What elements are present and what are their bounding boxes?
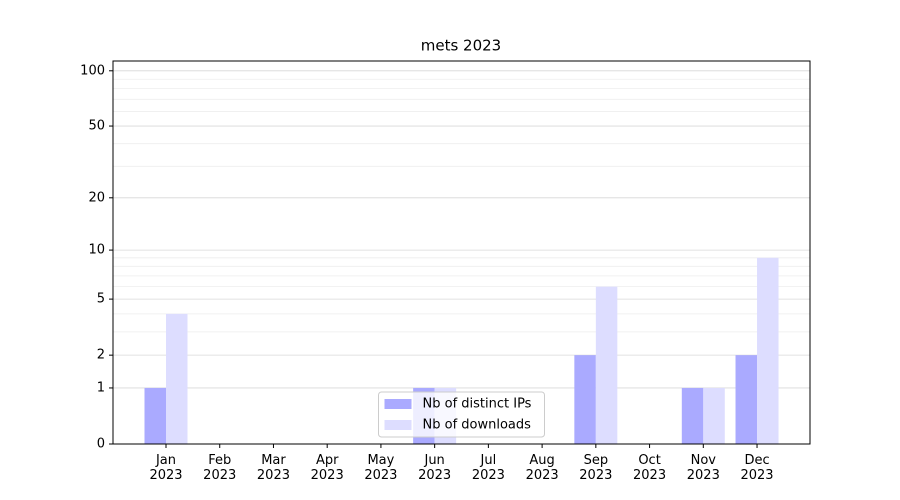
x-tick-label: Aug 2023	[525, 453, 559, 483]
legend-swatch	[384, 420, 412, 430]
y-tick-label: 10	[88, 243, 105, 258]
y-tick-label: 100	[80, 63, 105, 78]
x-tick-label: Jul 2023	[471, 453, 505, 483]
bar	[595, 286, 618, 444]
x-tick-label: Nov 2023	[686, 453, 720, 483]
y-tick-label: 20	[88, 190, 105, 205]
x-tick-label: Dec 2023	[740, 453, 774, 483]
bar	[735, 355, 758, 444]
y-tick-label: 1	[97, 380, 105, 395]
legend-label: Nb of downloads	[423, 418, 532, 433]
legend-swatch	[384, 399, 412, 409]
y-tick-label: 50	[88, 119, 105, 134]
x-tick-label: Mar 2023	[256, 453, 290, 483]
plot-frame	[112, 60, 811, 445]
bar	[757, 257, 779, 444]
y-tick-label: 0	[97, 437, 105, 452]
x-tick-label: Jan 2023	[149, 453, 183, 483]
x-tick-label: Oct 2023	[633, 453, 667, 483]
y-tick-label: 2	[97, 348, 105, 363]
y-tick-label: 5	[97, 292, 105, 307]
bar	[681, 387, 704, 444]
legend-label: Nb of distinct IPs	[423, 397, 532, 412]
bar	[144, 387, 166, 444]
bar	[166, 313, 188, 444]
x-tick-label: Feb 2023	[203, 453, 237, 483]
chart-title: mets 2023	[421, 37, 501, 55]
x-tick-label: May 2023	[364, 453, 398, 483]
bar	[574, 355, 596, 444]
x-tick-label: Sep 2023	[579, 453, 613, 483]
x-tick-label: Apr 2023	[310, 453, 344, 483]
legend-box	[378, 391, 545, 438]
x-tick-label: Jun 2023	[418, 453, 452, 483]
bar	[703, 387, 725, 444]
